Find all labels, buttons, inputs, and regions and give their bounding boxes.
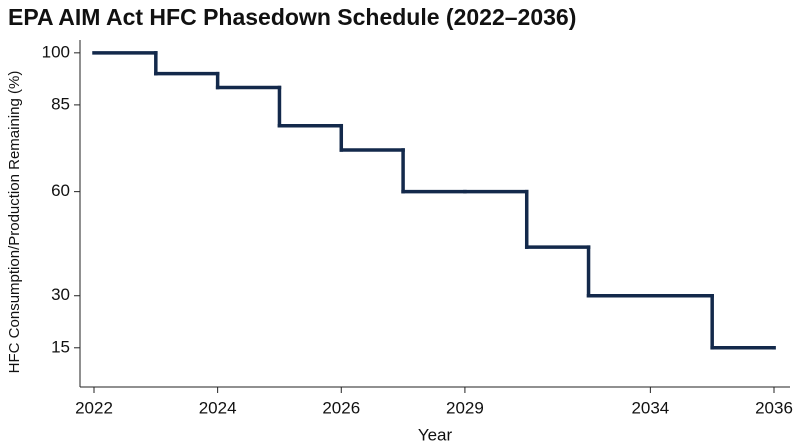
- y-tick-label: 85: [51, 94, 70, 113]
- chart-title: EPA AIM Act HFC Phasedown Schedule (2022…: [8, 4, 576, 30]
- x-tick-label: 2036: [755, 398, 793, 417]
- y-axis-label: HFC Consumption/Production Remaining (%): [6, 71, 23, 374]
- x-axis-label: Year: [418, 425, 453, 444]
- y-tick-label: 15: [51, 337, 70, 356]
- y-tick-label: 60: [51, 181, 70, 200]
- x-tick-label: 2029: [446, 398, 484, 417]
- x-tick-label: 2022: [75, 398, 113, 417]
- x-tick-label: 2024: [199, 398, 237, 417]
- y-tick-label: 30: [51, 285, 70, 304]
- x-tick-label: 2034: [631, 398, 669, 417]
- y-tick-label: 100: [42, 42, 70, 61]
- x-tick-label: 2026: [322, 398, 360, 417]
